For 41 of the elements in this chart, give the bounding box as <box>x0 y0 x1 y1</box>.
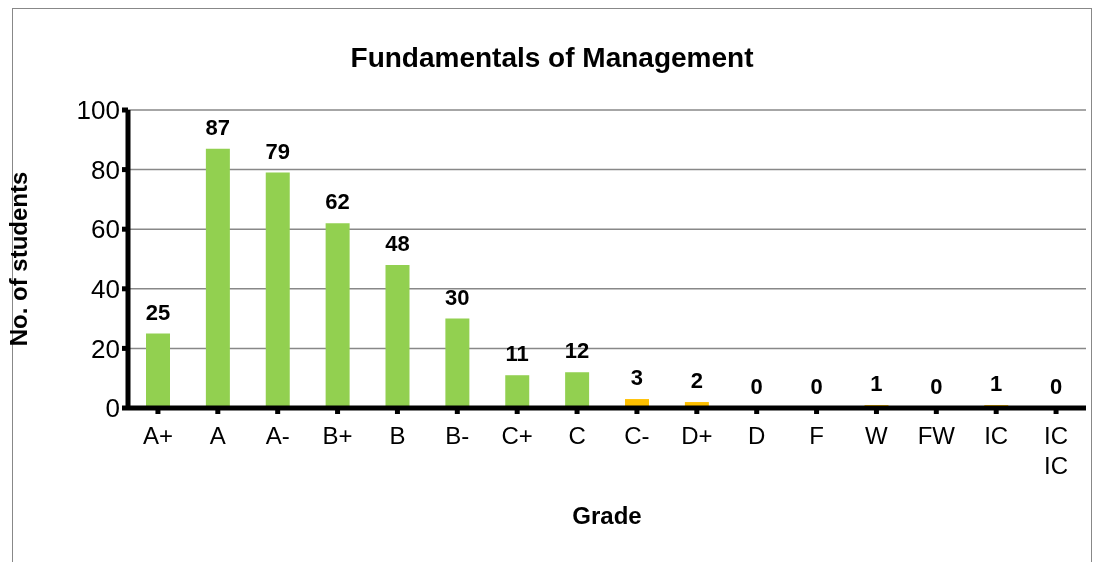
x-tick-label: C- <box>624 422 650 449</box>
data-label: 12 <box>564 338 590 364</box>
x-tick-label: D+ <box>681 422 713 449</box>
y-axis-title: No. of students <box>4 171 32 347</box>
x-tick-label: A <box>209 422 226 449</box>
x-tick-label: D <box>748 422 766 449</box>
data-label: 1 <box>990 371 1003 397</box>
x-tick-label: B <box>389 422 406 449</box>
x-tick-label: IC IC <box>1044 422 1069 479</box>
data-label: 48 <box>385 230 410 256</box>
data-label: 79 <box>265 138 290 164</box>
data-label: 1 <box>870 371 883 397</box>
data-label: 30 <box>445 284 470 310</box>
data-label: 62 <box>325 189 350 215</box>
data-label: 0 <box>810 374 823 399</box>
y-tick-label: 80 <box>91 154 120 185</box>
x-tick-label: B- <box>445 422 470 449</box>
data-label: 25 <box>145 299 171 325</box>
y-tick-label: 60 <box>91 214 120 245</box>
y-tick-label: 20 <box>91 333 120 364</box>
data-label: 2 <box>690 368 703 394</box>
x-tick-label: F <box>809 422 824 449</box>
x-tick-label: A- <box>265 422 290 449</box>
data-label: 87 <box>205 114 231 140</box>
data-label: 3 <box>630 365 644 391</box>
x-tick-label: IC <box>984 422 1009 449</box>
chart-title: Fundamentals of Management <box>349 42 755 74</box>
data-label: 0 <box>930 374 943 399</box>
data-label: 0 <box>750 374 763 399</box>
x-tick-label: A+ <box>142 422 173 449</box>
x-tick-label: FW <box>917 422 956 449</box>
data-label: 0 <box>1049 374 1063 399</box>
x-tick-label: C+ <box>501 422 533 449</box>
x-tick-label: B+ <box>322 422 353 449</box>
y-tick-label: 0 <box>105 393 120 424</box>
y-tick-label: 40 <box>91 274 120 305</box>
x-tick-label: C <box>568 422 586 449</box>
x-axis-title: Grade <box>572 502 642 529</box>
x-tick-label: W <box>865 422 889 449</box>
data-label: 11 <box>505 341 529 367</box>
y-tick-label: 100 <box>76 95 120 126</box>
